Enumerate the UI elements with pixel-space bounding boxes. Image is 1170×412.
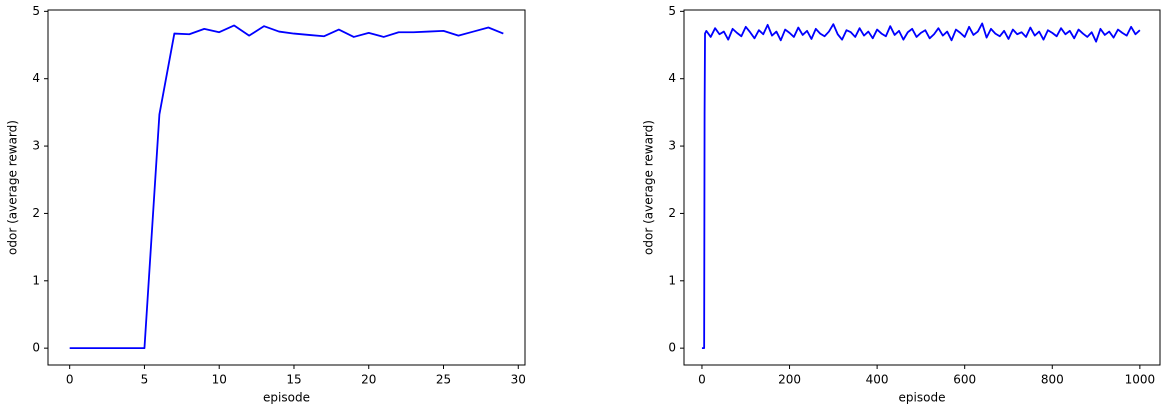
y-tick-label: 1 [668,273,676,287]
x-tick-label: 1000 [1125,373,1156,387]
y-tick-label: 1 [32,273,40,287]
y-axis-label: odor (average reward) [6,120,20,255]
x-tick-label: 20 [361,373,376,387]
y-tick-label: 4 [668,71,676,85]
axes-frame [47,9,526,366]
y-tick-label: 2 [32,206,40,220]
x-axis-label: episode [263,391,310,405]
y-tick-label: 5 [32,4,40,18]
x-tick-label: 200 [778,373,801,387]
y-tick-label: 2 [668,206,676,220]
y-tick-label: 0 [32,341,40,355]
x-tick-label: 600 [953,373,976,387]
x-tick-label: 5 [141,373,149,387]
axes-frame [683,9,1161,366]
x-tick-label: 0 [698,373,706,387]
y-tick-label: 5 [668,4,676,18]
y-tick-label: 3 [32,139,40,153]
x-tick-label: 800 [1041,373,1064,387]
x-axis-label: episode [899,391,946,405]
x-tick-label: 15 [286,373,301,387]
data-line [701,22,1141,350]
x-tick-label: 400 [866,373,889,387]
y-tick-label: 0 [668,341,676,355]
y-tick-label: 3 [668,139,676,153]
y-tick-label: 4 [32,71,40,85]
data-line [69,24,504,350]
x-tick-label: 10 [212,373,227,387]
y-axis-label: odor (average reward) [642,120,656,255]
x-tick-label: 25 [436,373,451,387]
x-tick-label: 0 [66,373,74,387]
x-tick-label: 30 [511,373,526,387]
